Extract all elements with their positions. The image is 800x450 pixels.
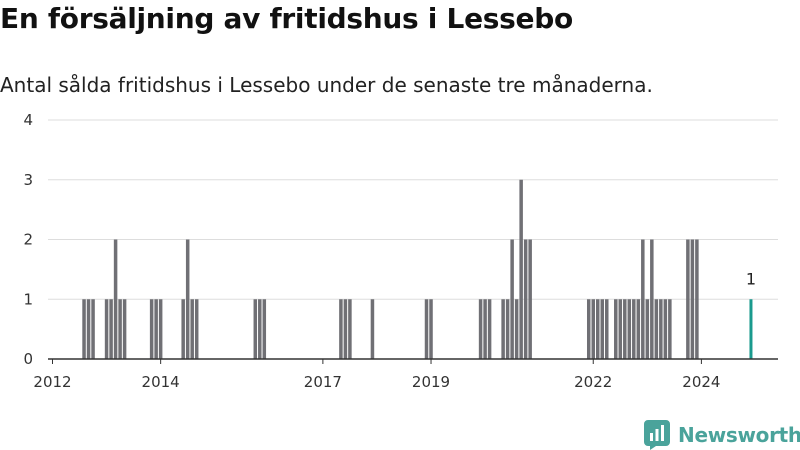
bar — [586, 299, 591, 359]
bar — [339, 299, 343, 359]
bar — [528, 239, 532, 359]
y-tick-label: 2 — [23, 231, 33, 249]
bar — [690, 239, 695, 359]
brand-logo: Newsworthy — [644, 420, 800, 450]
bar — [618, 299, 623, 359]
bar — [91, 299, 95, 359]
bar — [596, 299, 600, 359]
bar — [627, 299, 632, 359]
bar — [663, 299, 668, 359]
bar — [262, 299, 267, 359]
bar — [501, 299, 505, 359]
bar — [104, 299, 109, 359]
bar — [483, 299, 487, 359]
y-tick-label: 3 — [23, 171, 33, 189]
data-label: 1 — [746, 269, 756, 288]
x-tick-label: 2024 — [682, 373, 720, 391]
newsworthy-logo-icon — [644, 420, 670, 450]
highlighted-bar — [749, 299, 753, 359]
bar — [122, 299, 127, 359]
bar — [343, 299, 348, 359]
bar — [695, 239, 699, 359]
bar — [659, 299, 663, 359]
bar — [370, 299, 375, 359]
x-tick-label: 2017 — [304, 373, 342, 391]
x-tick-label: 2022 — [574, 373, 612, 391]
bar — [514, 299, 519, 359]
bar — [641, 239, 645, 359]
bar — [82, 299, 86, 359]
chart-title: En försäljning av fritidshus i Lessebo — [0, 2, 573, 35]
bar — [190, 299, 194, 359]
bar — [605, 299, 609, 359]
y-tick-label: 4 — [23, 111, 33, 129]
bar-chart: 0 1 2 3 4 1 2012 2014 2017 2019 2022 2024 — [23, 111, 778, 391]
bar — [645, 299, 650, 359]
bar — [632, 299, 636, 359]
bar — [154, 299, 158, 359]
x-tick-label: 2012 — [33, 373, 71, 391]
x-tick-label: 2019 — [412, 373, 450, 391]
bar — [109, 299, 113, 359]
bar — [636, 299, 641, 359]
bar — [478, 299, 483, 359]
bar — [258, 299, 262, 359]
bar — [505, 299, 510, 359]
bar — [348, 299, 352, 359]
bar — [253, 299, 258, 359]
bar — [600, 299, 605, 359]
bar — [668, 299, 672, 359]
bar — [424, 299, 429, 359]
bar — [650, 239, 654, 359]
bar — [113, 239, 118, 359]
bar — [487, 299, 492, 359]
bar — [686, 239, 690, 359]
bar — [523, 239, 528, 359]
bar — [194, 299, 199, 359]
brand-name: Newsworthy — [678, 423, 800, 447]
y-tick-label: 0 — [23, 350, 33, 368]
bar — [149, 299, 154, 359]
bar — [591, 299, 595, 359]
bar — [181, 299, 185, 359]
bar — [185, 239, 190, 359]
y-tick-label: 1 — [23, 290, 33, 308]
bar — [429, 299, 433, 359]
bar — [158, 299, 163, 359]
bar — [614, 299, 618, 359]
bar — [510, 239, 514, 359]
chart-subtitle: Antal sålda fritidshus i Lessebo under d… — [0, 73, 653, 97]
bar — [519, 179, 523, 359]
bar — [86, 299, 91, 359]
bar — [654, 299, 659, 359]
x-tick-label: 2014 — [142, 373, 180, 391]
bar — [118, 299, 122, 359]
bar — [623, 299, 627, 359]
